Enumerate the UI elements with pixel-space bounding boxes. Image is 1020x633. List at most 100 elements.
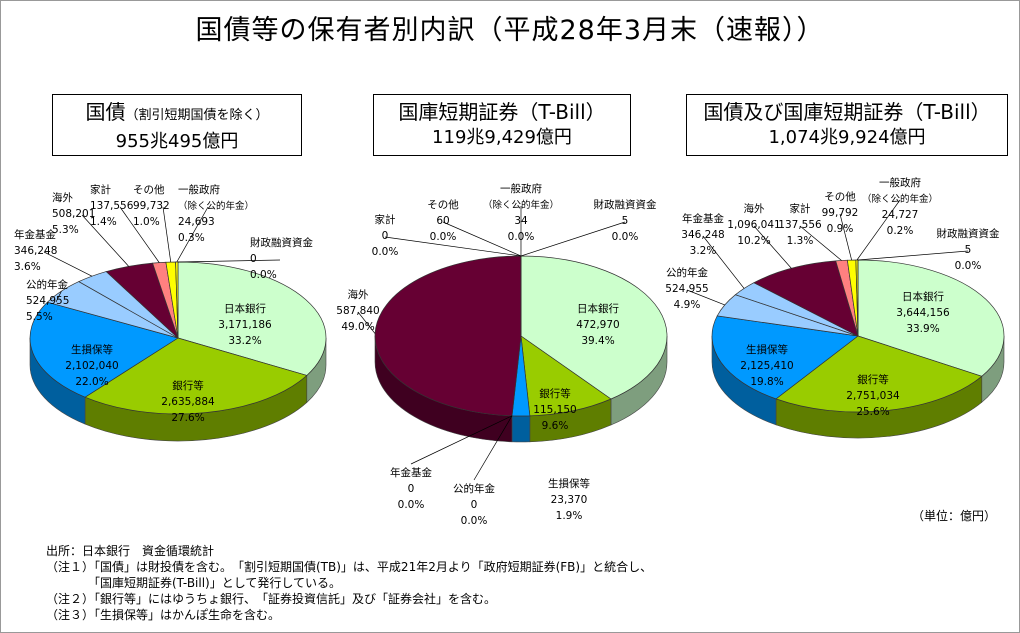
label-public-pension-pct: 0.0% [461, 515, 488, 527]
label-boj-name: 日本銀行 [577, 302, 619, 315]
note-1: （注１）「国債」は財投債を含む。 「割引短期国債(TB)」は、平成21年2月より… [46, 560, 653, 574]
box-jgb-total: 955兆495億円 [115, 131, 239, 152]
label-public-pension-value: 524,955 [665, 283, 708, 295]
label-banks-pct: 27.6% [171, 412, 204, 424]
label-public-pension-pct: 4.9% [674, 299, 701, 311]
label-households-pct: 1.4% [90, 216, 117, 228]
leader-public-pension [473, 415, 513, 481]
label-others-name: その他 [133, 183, 165, 196]
box-jgb: 国債（割引短期国債を除く） 955兆495億円 [52, 94, 302, 156]
label-pension-fund-name: 年金基金 [682, 212, 724, 225]
pie-slice-insurers [29, 301, 179, 398]
label-pension-fund-pct: 3.6% [14, 261, 41, 273]
label-pension-fund-name: 年金基金 [390, 466, 432, 479]
leader-households [384, 236, 521, 257]
label-fiscal-loan-fund-value: 0 [250, 253, 257, 265]
label-others-value: 99,792 [822, 207, 859, 219]
label-general-government-note: （除く公的年金） [862, 193, 938, 205]
label-general-government-note: （除く公的年金） [178, 200, 254, 212]
unit-label: （単位：億円） [912, 509, 997, 523]
label-others-pct: 0.9% [827, 223, 854, 235]
label-banks-value: 2,635,884 [161, 396, 215, 408]
label-others-pct: 0.0% [430, 231, 457, 243]
label-fiscal-loan-fund-pct: 0.0% [955, 260, 982, 272]
label-boj-pct: 39.4% [581, 335, 614, 347]
label-others-name: その他 [824, 190, 856, 203]
label-public-pension-value: 0 [471, 499, 478, 511]
label-boj-pct: 33.9% [906, 323, 939, 335]
label-boj-pct: 33.2% [228, 335, 261, 347]
label-overseas-value: 1,096,041 [727, 219, 780, 231]
label-boj-value: 472,970 [576, 319, 619, 331]
label-pension-fund-value: 346,248 [681, 229, 724, 241]
label-overseas-name: 海外 [744, 202, 765, 215]
label-households-pct: 0.0% [372, 246, 399, 258]
label-overseas-pct: 10.2% [737, 235, 770, 247]
leader-fiscal-loan-fund [520, 221, 626, 257]
box-jgb-subtitle: （割引短期国債を除く） [125, 108, 269, 123]
label-households-name: 家計 [90, 183, 111, 196]
label-overseas-pct: 49.0% [341, 321, 374, 333]
label-pension-fund-pct: 3.2% [690, 245, 717, 257]
label-overseas-name: 海外 [348, 288, 369, 301]
label-banks-pct: 25.6% [856, 406, 889, 418]
notes: 出所：日本銀行 資金循環統計 （注１）「国債」は財投債を含む。 「割引短期国債(… [46, 543, 652, 623]
label-overseas-value: 508,201 [52, 208, 95, 220]
leader-overseas [357, 311, 376, 334]
label-others-name: その他 [427, 198, 459, 211]
label-insurers-name: 生損保等 [548, 477, 590, 490]
label-public-pension-name: 公的年金 [453, 482, 495, 495]
label-boj-name: 日本銀行 [224, 302, 266, 315]
label-overseas-name: 海外 [52, 191, 73, 204]
pie-slice-boj [520, 255, 668, 400]
label-pension-fund-name: 年金基金 [14, 228, 56, 241]
label-overseas-value: 587,840 [336, 305, 379, 317]
label-banks-value: 2,751,034 [846, 390, 900, 402]
pie-slice-overseas [374, 255, 522, 417]
label-households-value: 137,556 [90, 200, 134, 212]
label-fiscal-loan-fund-name: 財政融資資金 [594, 198, 657, 211]
source-note: 出所：日本銀行 資金循環統計 [46, 544, 215, 558]
label-fiscal-loan-fund-name: 財政融資資金 [937, 227, 1000, 240]
label-pension-fund-value: 0 [408, 483, 415, 495]
box-jgb-title: 国債 [85, 100, 126, 124]
pie-slice-banks [520, 335, 612, 417]
label-public-pension-value: 524,955 [26, 295, 69, 307]
label-fiscal-loan-fund-name: 財政融資資金 [250, 236, 313, 249]
label-banks-value: 115,150 [533, 404, 576, 416]
label-fiscal-loan-fund-pct: 0.0% [250, 269, 277, 281]
label-insurers-value: 2,125,410 [740, 360, 793, 372]
label-households-value: 137,556 [778, 219, 822, 231]
label-general-government-name: 一般政府 [500, 182, 542, 195]
label-general-government-pct: 0.2% [887, 225, 914, 237]
box-combined-title: 国債及び国庫短期証券（T-Bill） [703, 100, 991, 124]
pie-slice-boj [857, 259, 1005, 377]
leader-households [799, 225, 842, 261]
note-3: （注３）「生損保等」はかんぽ生命を含む。 [46, 608, 281, 622]
box-combined: 国債及び国庫短期証券（T-Bill） 1,074兆9,924億円 [686, 94, 1008, 156]
label-households-name: 家計 [790, 202, 811, 215]
label-insurers-pct: 22.0% [75, 376, 108, 388]
page-title: 国債等の保有者別内訳（平成28年3月末（速報）） [195, 15, 825, 46]
pie-slice-banks [84, 337, 308, 415]
box-tbill-title: 国庫短期証券（T-Bill） [398, 100, 606, 124]
leader-others [442, 221, 522, 257]
label-others-value: 60 [436, 215, 449, 227]
box-tbill: 国庫短期証券（T-Bill） 119兆9,429億円 [373, 94, 631, 156]
label-boj-name: 日本銀行 [902, 290, 944, 303]
label-banks-pct: 9.6% [542, 420, 569, 432]
pie-slice-insurers [711, 315, 859, 400]
leader-others [839, 213, 852, 261]
note-1-cont: 「国庫短期証券(T-Bill)」として発行している。 [46, 576, 342, 590]
label-banks-name: 銀行等 [172, 379, 204, 392]
label-insurers-name: 生損保等 [746, 343, 788, 356]
label-fiscal-loan-fund-pct: 0.0% [612, 231, 639, 243]
label-pension-fund-pct: 0.0% [398, 499, 425, 511]
leader-overseas [753, 225, 792, 269]
label-households-pct: 1.3% [787, 235, 814, 247]
label-insurers-name: 生損保等 [71, 343, 113, 356]
label-households-name: 家計 [375, 213, 396, 226]
label-boj-value: 3,171,186 [218, 319, 272, 331]
label-general-government-value: 24,727 [882, 209, 919, 221]
